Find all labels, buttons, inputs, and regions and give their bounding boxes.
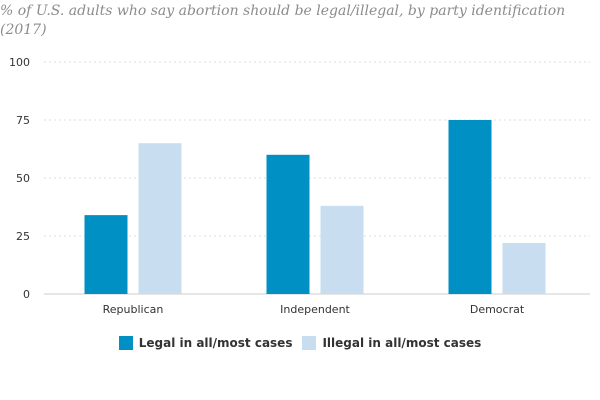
legend-label-legal: Legal in all/most cases xyxy=(138,336,293,350)
bar-republican-legal xyxy=(84,215,128,294)
legend: Legal in all/most cases Illegal in all/m… xyxy=(0,336,600,350)
legend-item-illegal: Illegal in all/most cases xyxy=(302,336,481,350)
legend-swatch-illegal xyxy=(302,336,317,350)
bar-democrat-legal xyxy=(448,120,492,294)
bar-republican-illegal xyxy=(138,143,182,294)
y-tick-label: 0 xyxy=(23,288,30,301)
y-tick-label: 25 xyxy=(16,230,30,243)
legend-label-illegal: Illegal in all/most cases xyxy=(322,336,482,350)
gridlines xyxy=(44,61,590,295)
x-tick-label: Democrat xyxy=(470,303,525,316)
y-tick-label: 100 xyxy=(9,56,30,69)
bar-democrat-illegal xyxy=(502,242,546,294)
chart-title: % of U.S. adults who say abortion should… xyxy=(0,3,566,38)
bars xyxy=(84,120,546,294)
bar-independent-legal xyxy=(266,154,310,294)
x-tick-label: Independent xyxy=(280,303,350,316)
y-tick-label: 75 xyxy=(16,114,30,127)
y-axis-tick-labels: 0 25 50 75 100 xyxy=(9,56,30,301)
x-tick-label: Republican xyxy=(103,303,164,316)
legend-swatch-legal xyxy=(118,336,133,350)
y-tick-label: 50 xyxy=(16,172,30,185)
bar-independent-illegal xyxy=(320,205,364,294)
bar-chart: 0 25 50 75 100 Republican Independent Democrat xyxy=(9,56,590,316)
x-axis-tick-labels: Republican Independent Democrat xyxy=(103,303,525,316)
legend-item-legal: Legal in all/most cases xyxy=(118,336,293,350)
